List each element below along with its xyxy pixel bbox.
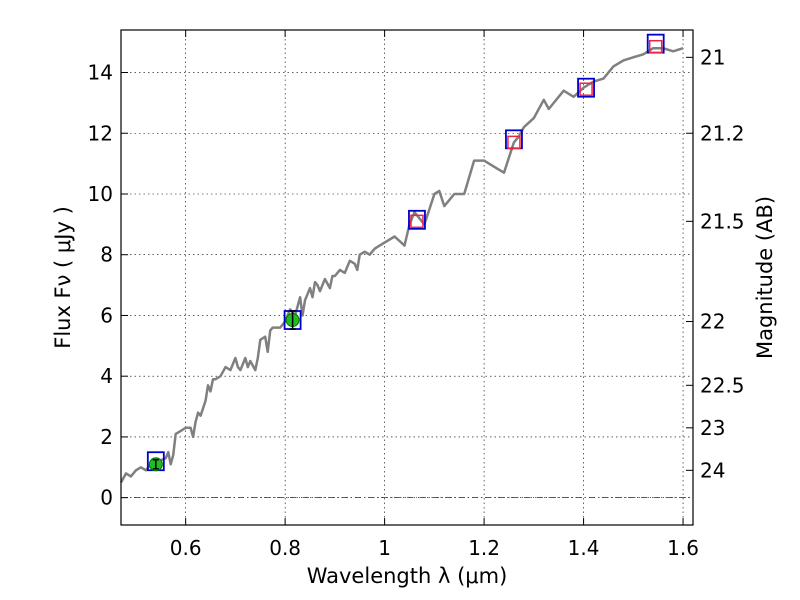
x-tick-label: 0.6	[170, 536, 202, 560]
y-tick-label: 14	[88, 61, 113, 85]
y-tick-label: 0	[100, 486, 113, 510]
mag-tick-label: 23	[700, 416, 725, 440]
data-layer	[119, 33, 684, 484]
predicted-photometry-marker	[579, 82, 593, 96]
mag-tick-label: 22.5	[700, 373, 745, 397]
right-axis-label: Magnitude (AB)	[753, 196, 777, 359]
x-tick-label: 1	[378, 536, 391, 560]
y-axis-label: Flux Fν ( μJy )	[51, 206, 75, 349]
mag-tick-label: 24	[700, 458, 725, 482]
model-photometry-box	[408, 209, 426, 230]
mag-tick-label: 22	[700, 310, 725, 334]
mag-tick-label: 21.2	[700, 121, 745, 145]
y-tick-label: 2	[100, 425, 113, 449]
y-tick-label: 4	[100, 364, 113, 388]
axis-ticks: 0.6 0.8 1 1.2 1.4 1.6024681012142121.221.5222…	[88, 30, 745, 560]
x-tick-label: 1.6	[667, 536, 699, 560]
grid-lines	[121, 30, 693, 525]
y-tick-label: 10	[88, 182, 113, 206]
x-axis-label: Wavelength λ (μm)	[307, 564, 508, 588]
x-tick-label: 1.2	[468, 536, 500, 560]
predicted-photometry-marker	[648, 39, 663, 54]
x-tick-label: 1.4	[568, 536, 600, 560]
predicted-photometry-marker	[410, 214, 424, 229]
plot-frame	[120, 29, 694, 526]
mag-tick-label: 21.5	[700, 209, 745, 233]
y-tick-label: 12	[88, 121, 113, 145]
x-tick-label: 0.8	[269, 536, 301, 560]
y-tick-label: 8	[100, 243, 113, 267]
spectrum-line	[119, 46, 684, 484]
y-tick-label: 6	[100, 303, 113, 327]
predicted-photometry-marker	[507, 135, 521, 150]
mag-tick-label: 21	[700, 45, 725, 69]
model-photometry-box	[577, 77, 595, 98]
